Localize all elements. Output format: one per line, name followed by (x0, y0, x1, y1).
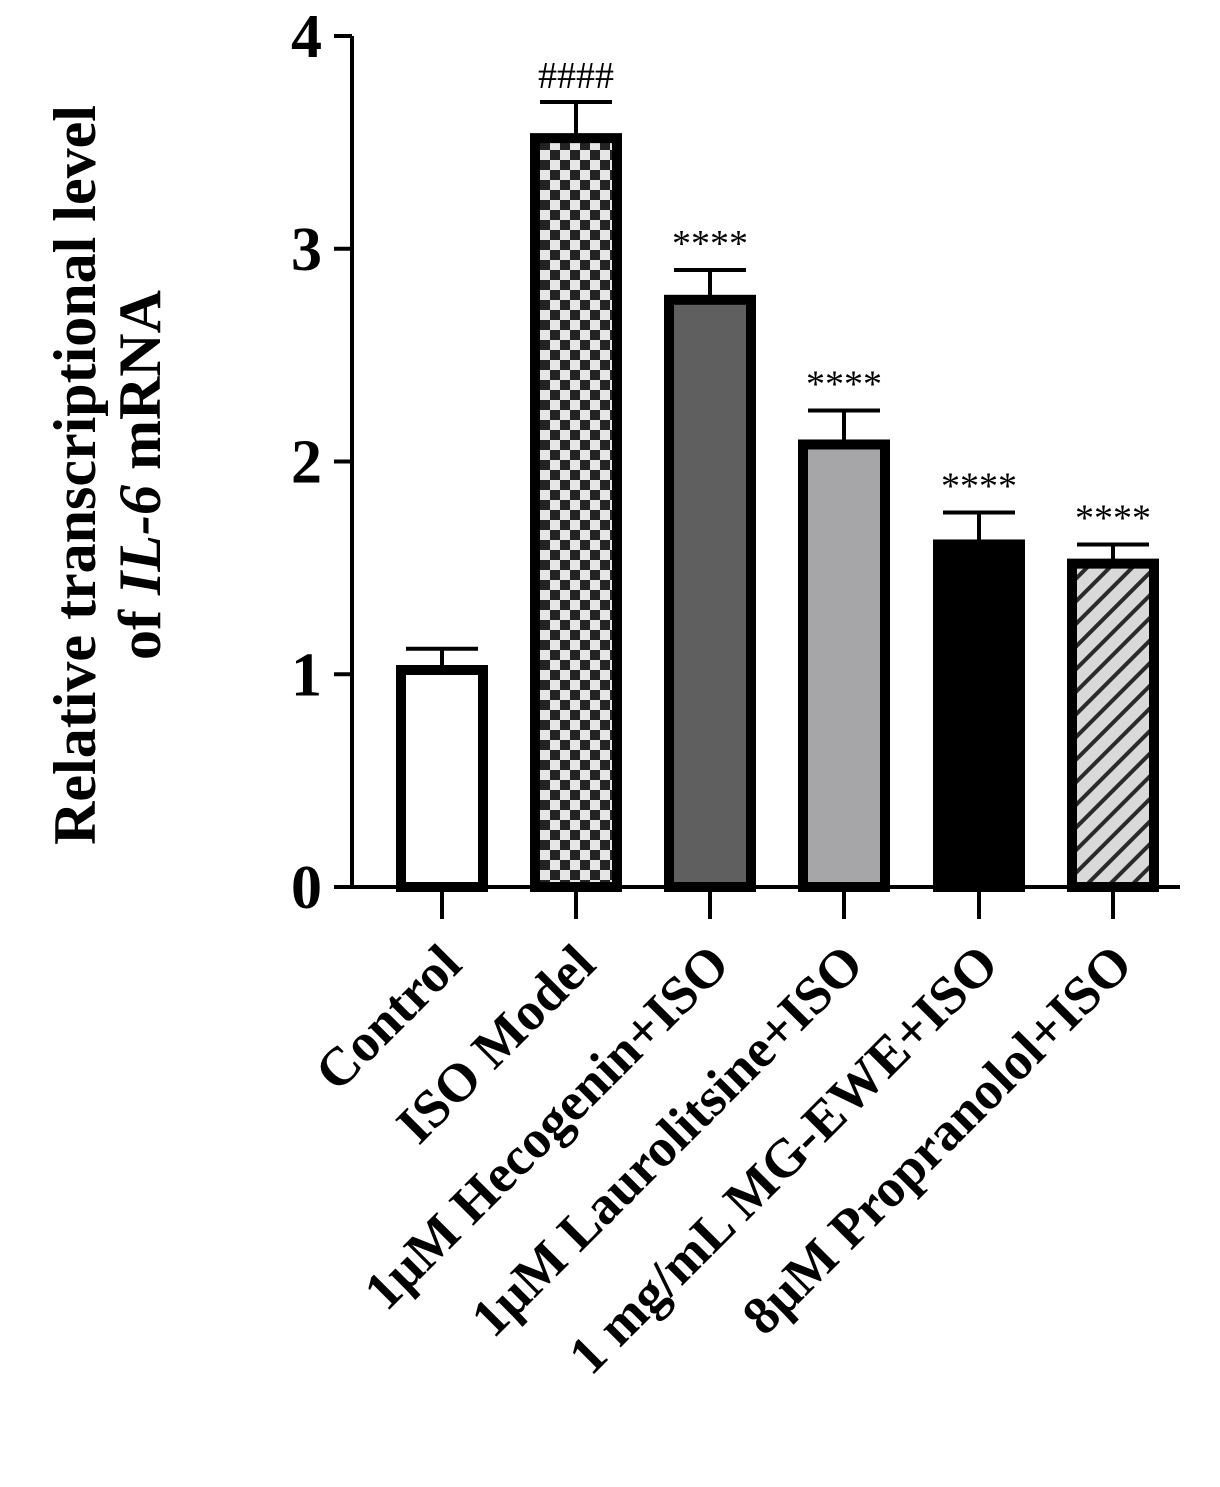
significance-label: **** (941, 466, 1017, 508)
y-axis-label-suffix: mRNA (107, 290, 173, 485)
bar (664, 294, 756, 892)
y-axis-label: Relative transcriptional level of IL-6 m… (42, 105, 173, 845)
significance-label: **** (1075, 497, 1151, 539)
bars-group: #### **** **** **** **** (396, 55, 1159, 892)
y-axis: 0 1 2 3 4 (291, 3, 354, 922)
y-axis-label-prefix: of (107, 595, 173, 660)
y-axis-label-line2: of IL-6 mRNA (107, 290, 173, 660)
y-axis-label-line1: Relative transcriptional level (42, 105, 108, 845)
bar (530, 133, 622, 892)
bar (933, 539, 1025, 892)
y-tick-label: 0 (291, 854, 322, 922)
y-axis-label-gene: IL-6 (107, 485, 173, 596)
y-tick-label: 1 (291, 641, 322, 709)
significance-label: **** (806, 363, 882, 405)
bar (1067, 558, 1159, 892)
y-tick-label: 2 (291, 429, 322, 497)
significance-label: **** (672, 223, 748, 265)
bar (798, 439, 890, 892)
bar (396, 664, 488, 892)
significance-label: #### (538, 55, 614, 97)
y-tick-label: 4 (291, 3, 322, 71)
y-tick-label: 3 (291, 216, 322, 284)
